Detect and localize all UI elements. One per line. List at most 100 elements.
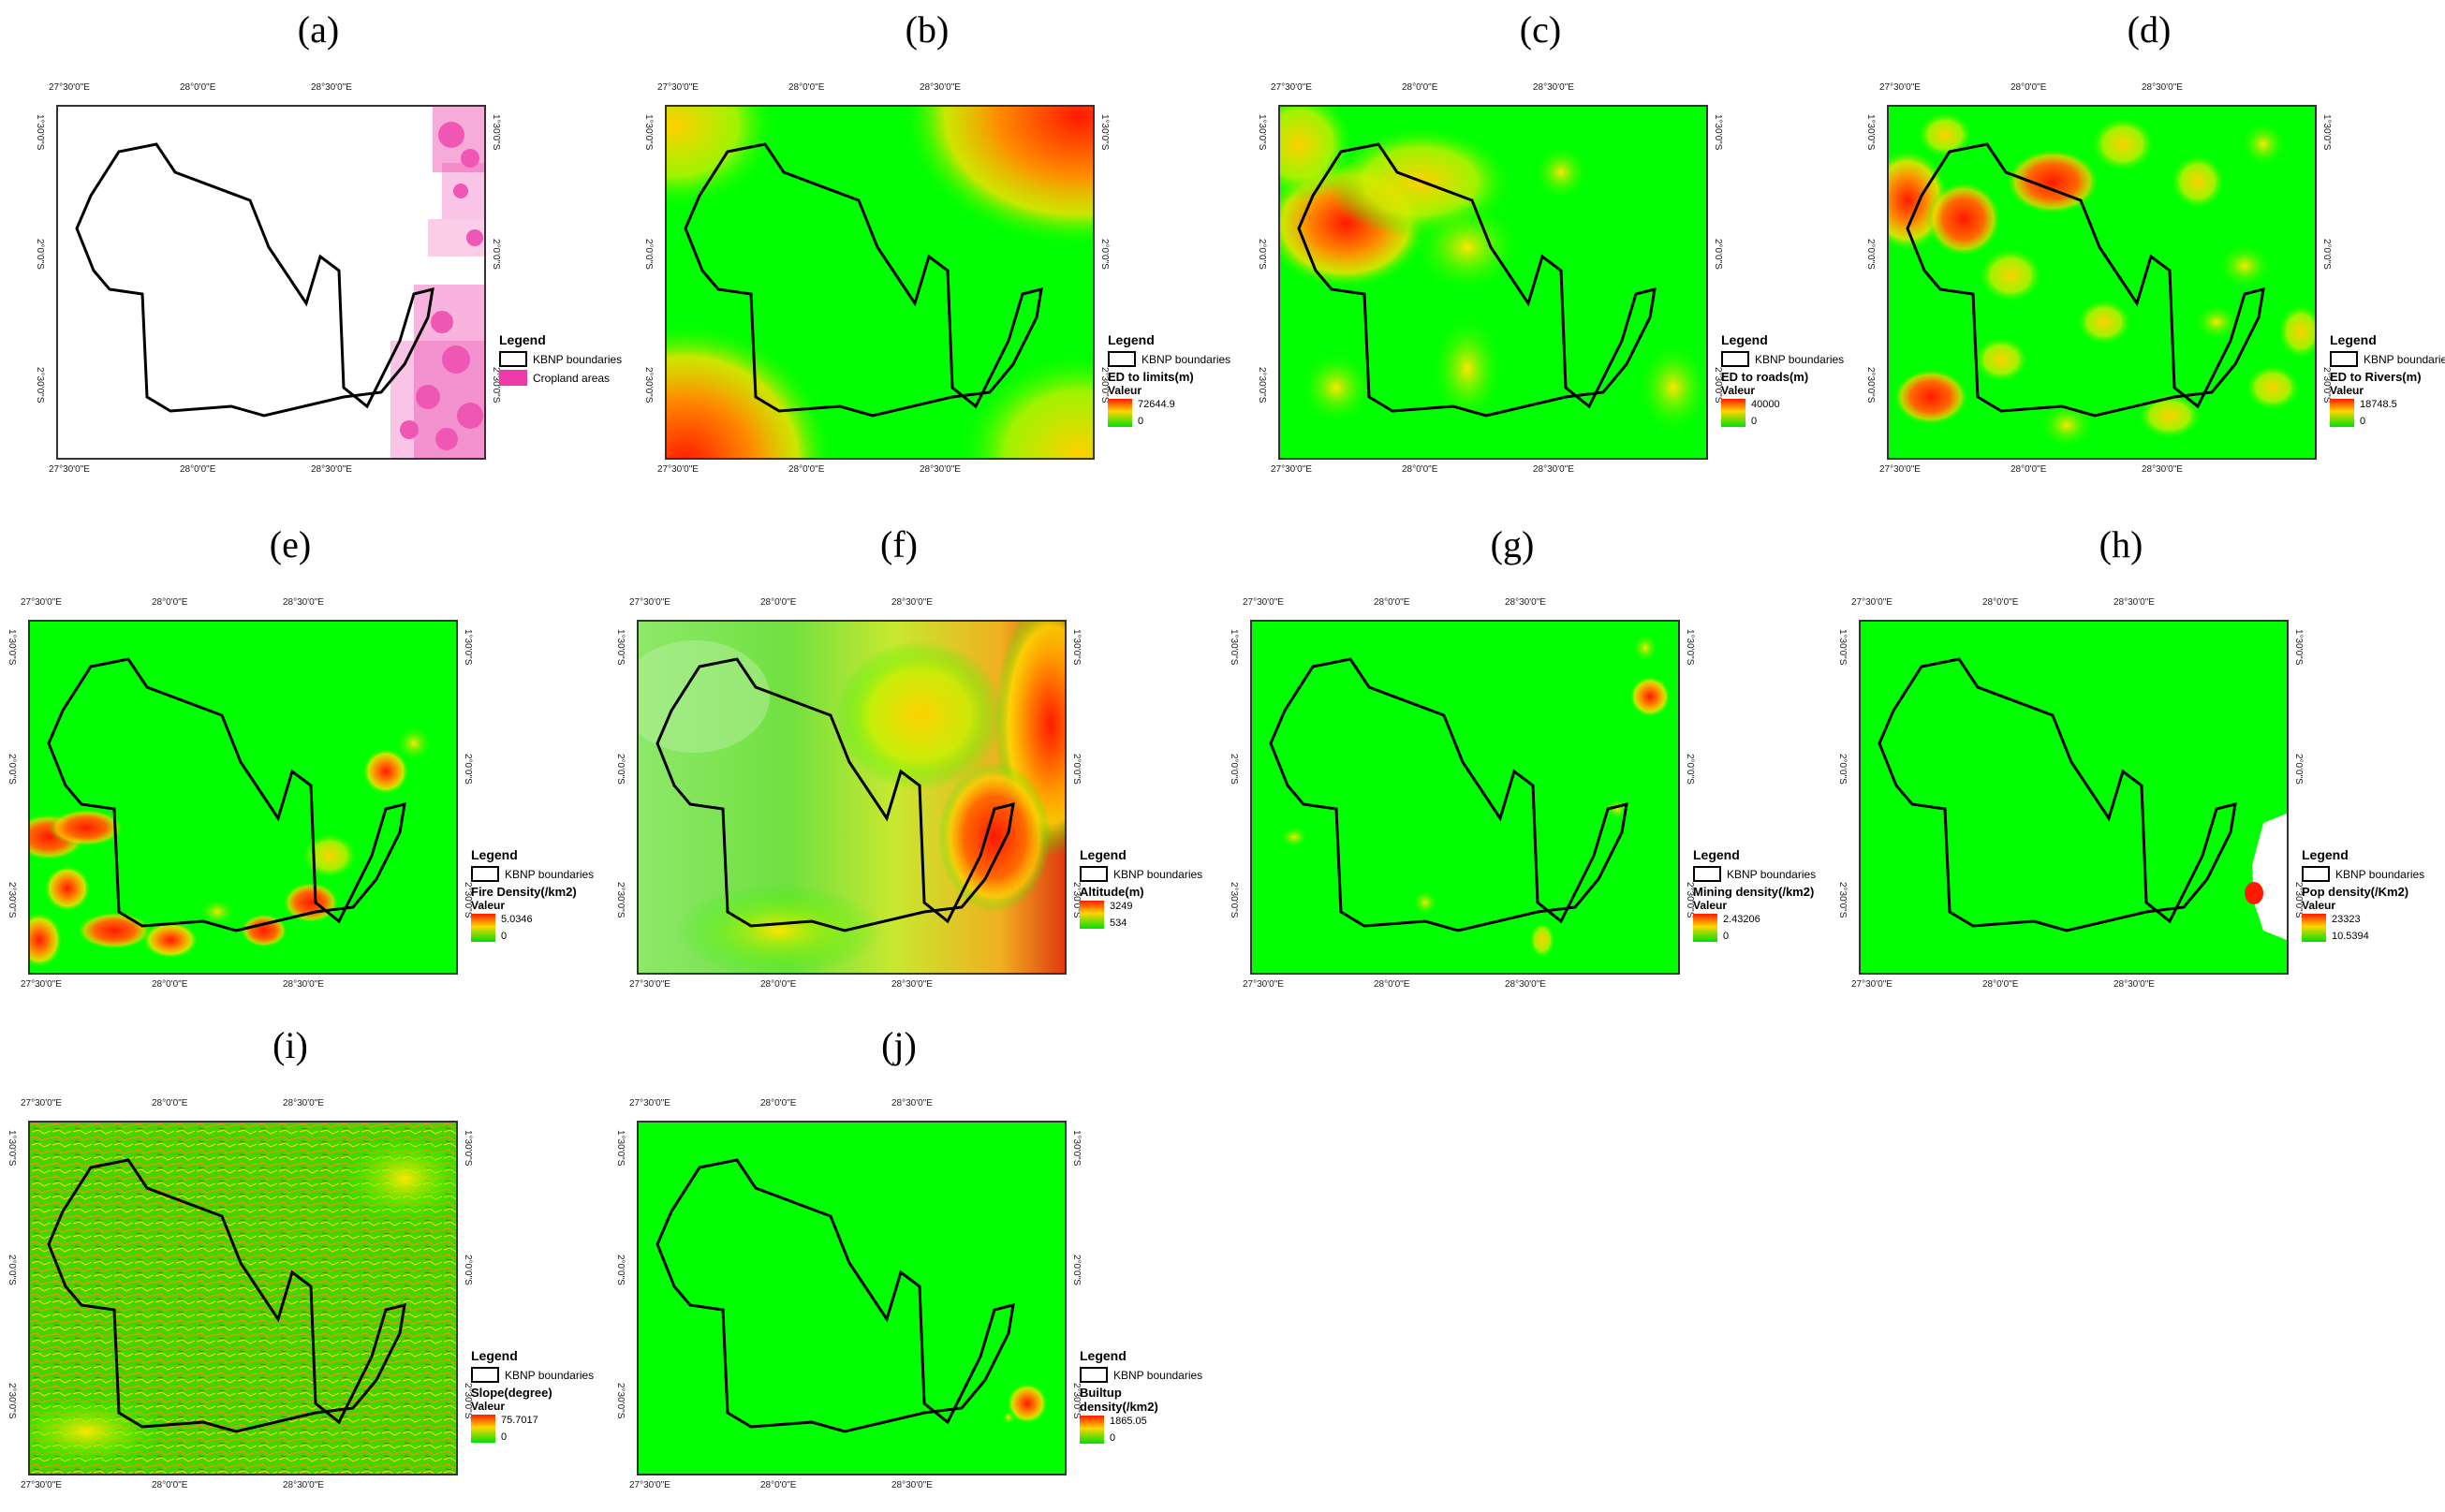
tick-right: 1°30'0"S [1071,629,1082,666]
panel-f: (f) 27°30'0"E 28°0'0"E 28°30'0"E 27°30'0… [609,515,1202,1011]
tick-left: 1°30'0"S [615,1130,626,1167]
color-ramp [1721,399,1745,427]
legend: Legend KBNP boundaries Mining density(/k… [1693,847,1816,942]
tick-bottom: 28°0'0"E [788,464,825,475]
boundary-swatch [1108,351,1136,367]
layer-name: Mining density(/km2) [1693,885,1815,899]
panel-label: (i) [272,1024,308,1066]
valeur-label: Valeur [2302,899,2336,912]
tick-left: 2°0'0"S [7,754,17,785]
ramp-max: 2.43206 [1723,914,1760,925]
panel-i: (i) 27°30'0"E 28°0'0"E 28°30'0"E 27°30'0… [0,1016,594,1512]
tick-left: 2°0'0"S [1865,239,1876,270]
valeur-label: Valeur [471,899,506,912]
tick-top: 28°0'0"E [2010,82,2047,93]
ramp-min: 0 [501,1431,508,1443]
layer-name: ED to Rivers(m) [2330,370,2422,384]
tick-right: 2°0'0"S [1071,1255,1082,1285]
tick-left: 2°0'0"S [1257,239,1267,270]
tick-top: 27°30'0"E [1851,597,1893,608]
tick-right: 2°0'0"S [1713,239,1723,270]
tick-bottom: 28°30'0"E [1533,464,1574,475]
boundary-swatch [1721,351,1749,367]
kbnp-boundary [655,1158,1015,1433]
tick-right: 1°30'0"S [491,114,501,151]
tick-left: 2°30'0"S [643,367,654,404]
tick-bottom: 27°30'0"E [1271,464,1312,475]
tick-left: 2°0'0"S [35,239,45,270]
kbnp-boundary [75,142,435,418]
tick-left: 2°0'0"S [615,754,626,785]
map-frame [28,620,458,975]
panel-b: (b) 27°30'0"E 28°0'0"E 28°30'0"E 27°30'0… [637,0,1230,496]
tick-top: 28°30'0"E [1505,597,1546,608]
tick-top: 28°30'0"E [2114,597,2155,608]
tick-top: 27°30'0"E [657,82,699,93]
layer-name: Pop density(/Km2) [2302,885,2409,899]
boundary-swatch [1693,866,1721,882]
tick-bottom: 27°30'0"E [1851,979,1893,990]
legend: Legend KBNP boundaries Pop density(/Km2)… [2302,847,2425,942]
tick-bottom: 28°30'0"E [2142,464,2183,475]
tick-left: 2°0'0"S [643,239,654,270]
cropland-swatch [499,370,527,386]
tick-left: 1°30'0"S [1837,629,1848,666]
map-canvas [30,657,433,968]
tick-left: 2°30'0"S [1229,882,1239,918]
tick-bottom: 28°0'0"E [2010,464,2047,475]
boundary-swatch [471,866,499,882]
tick-bottom: 28°30'0"E [920,464,961,475]
tick-left: 2°30'0"S [615,882,626,918]
tick-top: 28°30'0"E [891,597,933,608]
boundary-swatch [1080,866,1108,882]
panel-a: (a) 27°30'0"E 28°0'0"E 28°30'0"E 27°30'0… [28,0,622,496]
tick-bottom: 28°30'0"E [1505,979,1546,990]
tick-bottom: 28°30'0"E [2114,979,2155,990]
color-ramp [2302,914,2326,942]
tick-bottom: 28°0'0"E [1374,979,1410,990]
tick-top: 27°30'0"E [21,1098,62,1108]
ramp-max: 72644.9 [1138,399,1175,410]
legend: Legend KBNP boundaries Cropland areas [499,332,623,389]
legend-title: Legend [499,332,546,347]
map-frame [665,105,1095,460]
color-ramp [471,1415,495,1443]
kbnp-boundary [655,657,1015,932]
tick-bottom: 28°0'0"E [152,979,188,990]
tick-bottom: 28°0'0"E [152,1480,188,1490]
boundary-label: KBNP boundaries [2335,867,2425,881]
tick-left: 2°30'0"S [7,882,17,918]
tick-right: 1°30'0"S [463,1130,473,1167]
ramp-max: 23323 [2332,914,2361,925]
tick-left: 2°0'0"S [615,1255,626,1285]
tick-left: 1°30'0"S [1257,114,1267,151]
boundary-label: KBNP boundaries [533,352,623,366]
tick-top: 28°30'0"E [283,1098,324,1108]
tick-left: 1°30'0"S [7,629,17,666]
tick-left: 2°0'0"S [7,1255,17,1285]
ramp-min: 0 [2360,416,2366,427]
map-canvas [655,1158,1048,1433]
map-frame [28,1121,458,1475]
tick-top: 28°30'0"E [283,597,324,608]
ramp-max: 75.7017 [501,1415,538,1426]
legend-title: Legend [2330,332,2377,347]
tick-left: 1°30'0"S [615,629,626,666]
tick-left: 1°30'0"S [1865,114,1876,151]
tick-bottom: 27°30'0"E [49,464,90,475]
tick-bottom: 27°30'0"E [21,979,62,990]
tick-bottom: 27°30'0"E [1243,979,1284,990]
boundary-swatch [2302,866,2330,882]
legend-title: Legend [1721,332,1768,347]
map-frame [1887,105,2317,460]
map-frame [637,620,1067,975]
kbnp-boundary [1297,142,1657,418]
tick-right: 2°0'0"S [463,1255,473,1285]
tick-bottom: 28°0'0"E [760,1480,797,1490]
panel-label: (h) [2099,523,2143,565]
tick-top: 28°0'0"E [152,597,188,608]
boundary-label: KBNP boundaries [1113,1368,1203,1382]
map-frame [1250,620,1680,975]
ramp-min: 0 [1138,416,1144,427]
legend-title: Legend [471,847,518,862]
